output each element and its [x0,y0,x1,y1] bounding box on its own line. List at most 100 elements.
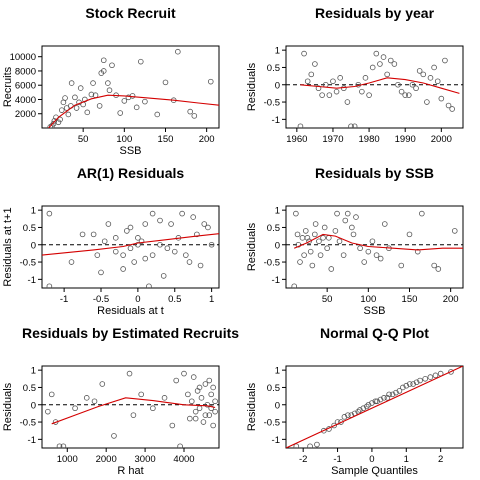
x-tick-label: 2000 [431,134,452,145]
data-point [369,64,376,71]
data-point [389,391,396,398]
data-point [207,78,214,85]
plot-data-layer [291,210,463,288]
data-point [320,235,326,241]
x-tick-label: -2 [299,454,307,465]
data-point [449,106,455,112]
y-tick-label: -0.5 [20,418,36,429]
data-point [150,405,156,412]
y-tick-label: 1 [275,46,280,57]
data-point [414,248,421,255]
data-point [377,396,384,403]
plot-frame [285,45,464,129]
y-tick-label: 1 [31,206,36,217]
data-point [212,408,218,415]
data-point [205,224,211,231]
data-point [307,248,314,255]
data-point [372,398,379,405]
data-point [294,231,301,238]
data-point [365,401,372,408]
data-point [363,403,370,410]
data-point [183,252,189,258]
data-point [191,113,198,119]
data-point [68,259,75,265]
data-point [99,381,106,387]
y-tick-label: 1 [275,366,280,377]
data-point [90,80,96,86]
data-point [196,405,203,412]
data-point [72,405,78,412]
data-point [391,61,398,67]
data-point [96,103,103,109]
data-point [190,374,197,380]
plot-data-layer [47,48,219,128]
data-point [387,57,394,64]
data-point [171,248,178,255]
data-point [138,391,144,398]
data-point [351,123,358,128]
data-point [190,214,196,220]
data-point [88,91,95,98]
data-point [105,221,112,227]
data-point [202,381,209,387]
data-point [330,78,336,85]
data-point [157,217,163,224]
data-point [198,395,205,401]
data-point [357,407,363,413]
data-point [409,81,416,88]
data-point [100,68,107,74]
x-tick-label: 1970 [322,134,343,145]
y-tick-label: 6000 [15,81,36,92]
data-point [366,92,372,98]
panel-title: Residuals by year [315,5,435,21]
plot-data-layer [286,366,463,448]
data-point [173,377,180,384]
data-point [138,238,145,245]
data-point [431,262,437,269]
y-tick-label: -0.5 [264,258,280,269]
y-tick-label: 0.5 [267,223,280,234]
data-point [377,61,383,67]
data-point [369,238,376,245]
data-point [111,433,117,439]
data-point [160,273,167,279]
data-point [419,210,425,217]
data-point [124,228,130,234]
y-tick-label: -1 [28,435,36,446]
plot-frame [285,365,464,449]
data-point [177,443,183,448]
data-point [445,102,452,109]
data-point [210,384,216,391]
data-point [291,283,298,288]
panel-5: Residuals by Estimated Recruits 1000 2000 3… [2,325,239,477]
x-axis-label: SSB [363,305,385,317]
data-point [187,108,193,115]
data-point [422,376,428,382]
smooth-curve [293,233,463,251]
data-point [79,231,86,238]
data-point [131,259,137,265]
data-point [324,245,330,252]
panel-3: AR(1) Residuals -1 -0.5 0 0.5 1 -1 -0.5 0 0.5 1 Res… [2,165,220,317]
data-point [406,92,412,98]
data-point [403,382,410,389]
panel-title: Normal Q-Q Plot [320,325,429,341]
data-point [120,252,126,258]
x-tick-label: 50 [78,134,89,145]
data-point [46,210,53,217]
panel-title: AR(1) Residuals [77,165,185,181]
data-point [448,369,454,375]
data-point [65,111,72,118]
data-point [73,105,80,111]
data-point [359,88,365,95]
data-point [52,419,59,425]
y-tick-label: 2000 [15,109,36,120]
y-tick-label: 1 [275,206,280,217]
data-point [304,78,311,85]
data-point [309,262,316,269]
x-tick-label: 3000 [135,454,156,465]
y-tick-label: 1 [31,366,36,377]
data-point [353,214,359,220]
data-point [206,377,213,384]
